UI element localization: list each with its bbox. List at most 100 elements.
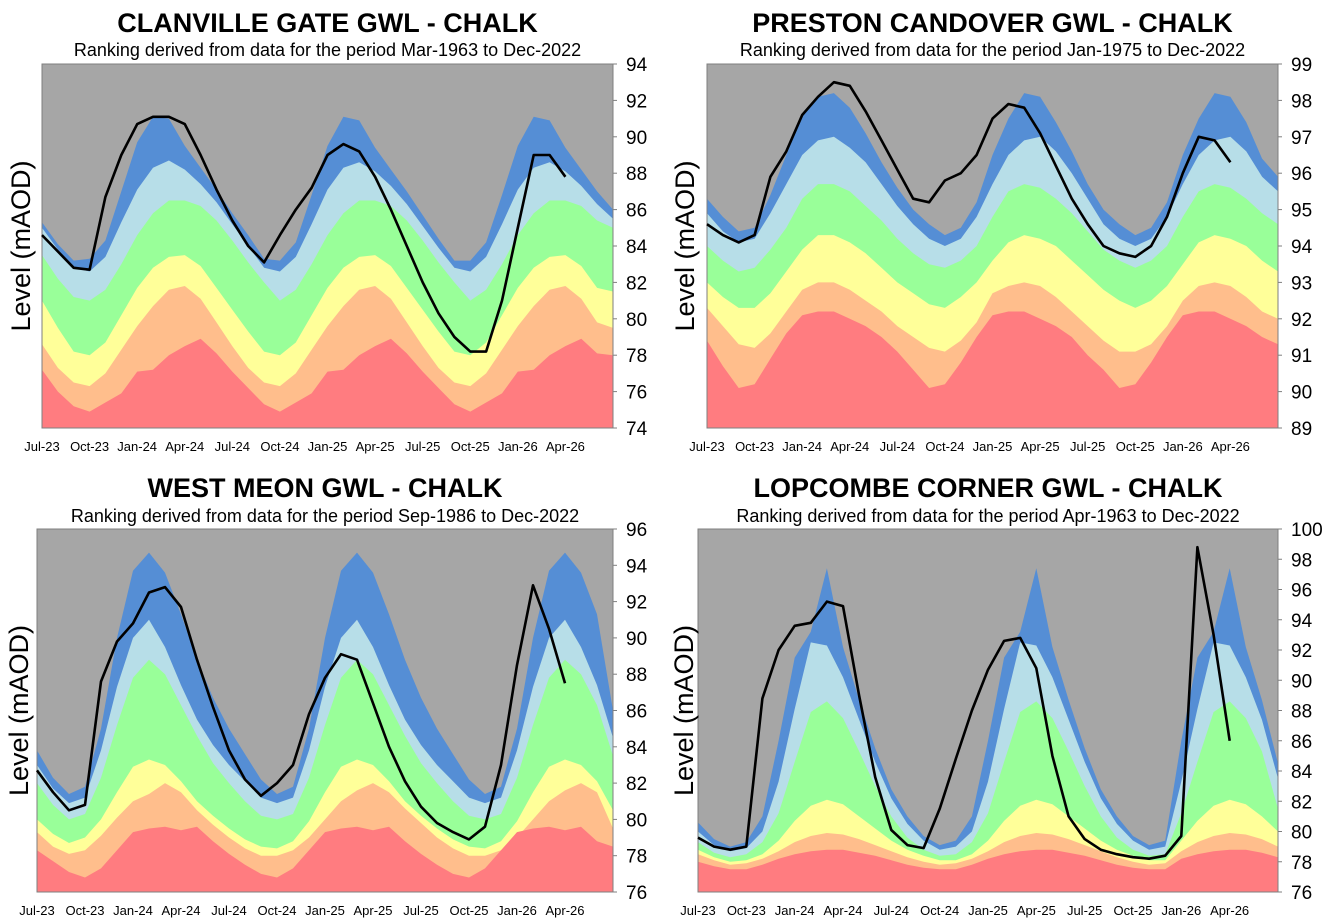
y-tick-label: 86	[1291, 732, 1312, 753]
x-tick-label: Oct-24	[257, 903, 296, 918]
x-tick-label: Jan-25	[973, 439, 1013, 454]
x-tick-label: Oct-23	[735, 439, 774, 454]
y-tick-label: 90	[626, 629, 647, 650]
y-tick-label: 86	[626, 702, 647, 723]
x-tick-label: Jan-26	[1161, 903, 1201, 918]
x-tick-label: Jul-25	[403, 903, 438, 918]
chart-subtitle: Ranking derived from data for the period…	[71, 506, 579, 526]
groundwater-level-line	[35, 583, 567, 841]
x-tick-label: Apr-24	[830, 439, 869, 454]
x-tick-label: Jan-26	[1163, 439, 1203, 454]
chart-panel-4: 76 78 80 82 84 86 88 90 92 94 96 98 100 Jul-23 Oct-23 J…	[669, 473, 1323, 918]
x-tick-label: Oct-25	[1116, 439, 1155, 454]
x-tick-label: Jul-25	[405, 439, 440, 454]
x-tick-label: Oct-25	[1113, 903, 1152, 918]
y-tick-label: 76	[626, 883, 647, 904]
y-tick-label: 92	[1291, 310, 1312, 331]
chart-subtitle: Ranking derived from data for the period…	[736, 506, 1239, 526]
x-tick-label: Apr-26	[1210, 903, 1249, 918]
chart-title: LOPCOMBE CORNER GWL - CHALK	[754, 473, 1223, 503]
x-tick-label: Apr-26	[1211, 439, 1250, 454]
groundwater-level-line	[697, 545, 1231, 861]
y-tick-label: 94	[1291, 237, 1313, 258]
y-tick-label: 98	[1291, 550, 1312, 571]
x-tick-label: Jan-25	[305, 903, 345, 918]
x-tick-label: Jan-25	[308, 439, 348, 454]
x-tick-label: Jan-24	[775, 903, 815, 918]
y-tick-label: 82	[626, 774, 647, 795]
y-axis-label: Level (mAOD)	[669, 625, 699, 796]
x-tick-label: Oct-24	[920, 903, 959, 918]
y-tick-label: 92	[626, 593, 647, 614]
y-tick-label: 96	[1291, 581, 1312, 602]
y-tick-label: 78	[1291, 853, 1312, 874]
x-tick-label: Apr-24	[165, 439, 204, 454]
x-tick-label: Jan-25	[968, 903, 1008, 918]
x-tick-label: Oct-23	[65, 903, 104, 918]
y-tick-label: 92	[626, 91, 647, 112]
x-tick-label: Apr-26	[546, 439, 585, 454]
y-axis-label: Level (mAOD)	[6, 160, 36, 331]
y-tick-label: 100	[1291, 520, 1323, 541]
y-tick-label: 88	[626, 164, 647, 185]
chart-title: WEST MEON GWL - CHALK	[148, 473, 503, 503]
y-tick-label: 74	[626, 419, 648, 440]
x-tick-label: Jan-24	[113, 903, 153, 918]
chart-panel-2: 89 90 91 92 93 94 95 96 97 98 99 Jul-23 Oct-23 Jan-24…	[670, 8, 1313, 454]
x-tick-label: Jul-23	[19, 903, 54, 918]
y-tick-label: 80	[626, 810, 647, 831]
y-tick-label: 96	[1291, 164, 1312, 185]
x-tick-label: Apr-25	[1021, 439, 1060, 454]
x-tick-label: Apr-25	[353, 903, 392, 918]
y-axis-label: Level (mAOD)	[670, 160, 700, 331]
x-tick-label: Apr-25	[1017, 903, 1056, 918]
y-tick-label: 86	[626, 201, 647, 222]
x-tick-label: Jul-24	[880, 439, 915, 454]
x-tick-label: Oct-23	[70, 439, 109, 454]
y-tick-label: 88	[626, 665, 647, 686]
chart-subtitle: Ranking derived from data for the period…	[74, 40, 581, 60]
x-tick-label: Oct-24	[925, 439, 964, 454]
y-tick-label: 96	[626, 520, 647, 541]
chart-panel-1: 74 76 78 80 82 84 86 88 90 92 94 Jul-23 Oct-23 Jan-24…	[6, 8, 648, 454]
y-tick-label: 90	[626, 128, 647, 149]
x-tick-label: Oct-23	[727, 903, 766, 918]
x-tick-label: Apr-24	[161, 903, 200, 918]
y-tick-label: 97	[1291, 128, 1312, 149]
chart-panel-3: 76 78 80 82 84 86 88 90 92 94 96 Jul-23 Oct-23 Jan-24…	[4, 473, 648, 918]
x-tick-label: Jul-24	[211, 903, 246, 918]
y-tick-label: 84	[626, 237, 648, 258]
y-tick-label: 78	[626, 847, 647, 868]
y-tick-label: 98	[1291, 91, 1312, 112]
x-tick-label: Jul-23	[680, 903, 715, 918]
y-tick-label: 76	[626, 383, 647, 404]
y-tick-label: 80	[626, 310, 647, 331]
y-tick-label: 76	[1291, 883, 1312, 904]
x-tick-label: Jan-26	[497, 903, 537, 918]
y-tick-label: 82	[1291, 792, 1312, 813]
x-tick-label: Jul-23	[689, 439, 724, 454]
y-tick-label: 95	[1291, 201, 1312, 222]
y-tick-label: 94	[1291, 611, 1313, 632]
x-tick-label: Oct-25	[451, 439, 490, 454]
y-tick-label: 90	[1291, 383, 1312, 404]
y-tick-label: 99	[1291, 55, 1312, 76]
x-tick-label: Oct-25	[449, 903, 488, 918]
y-tick-label: 84	[1291, 762, 1313, 783]
y-tick-label: 90	[1291, 671, 1312, 692]
x-tick-label: Jan-26	[498, 439, 538, 454]
x-tick-label: Jul-24	[215, 439, 250, 454]
x-tick-label: Apr-25	[356, 439, 395, 454]
y-tick-label: 78	[626, 346, 647, 367]
x-tick-label: Jul-24	[874, 903, 909, 918]
x-tick-label: Oct-24	[260, 439, 299, 454]
x-tick-label: Jul-23	[24, 439, 59, 454]
x-tick-label: Jan-24	[117, 439, 157, 454]
chart-title: CLANVILLE GATE GWL - CHALK	[117, 8, 538, 38]
chart-title: PRESTON CANDOVER GWL - CHALK	[752, 8, 1233, 38]
x-tick-label: Apr-26	[545, 903, 584, 918]
x-tick-label: Jul-25	[1067, 903, 1102, 918]
y-tick-label: 80	[1291, 823, 1312, 844]
y-tick-label: 84	[626, 738, 648, 759]
